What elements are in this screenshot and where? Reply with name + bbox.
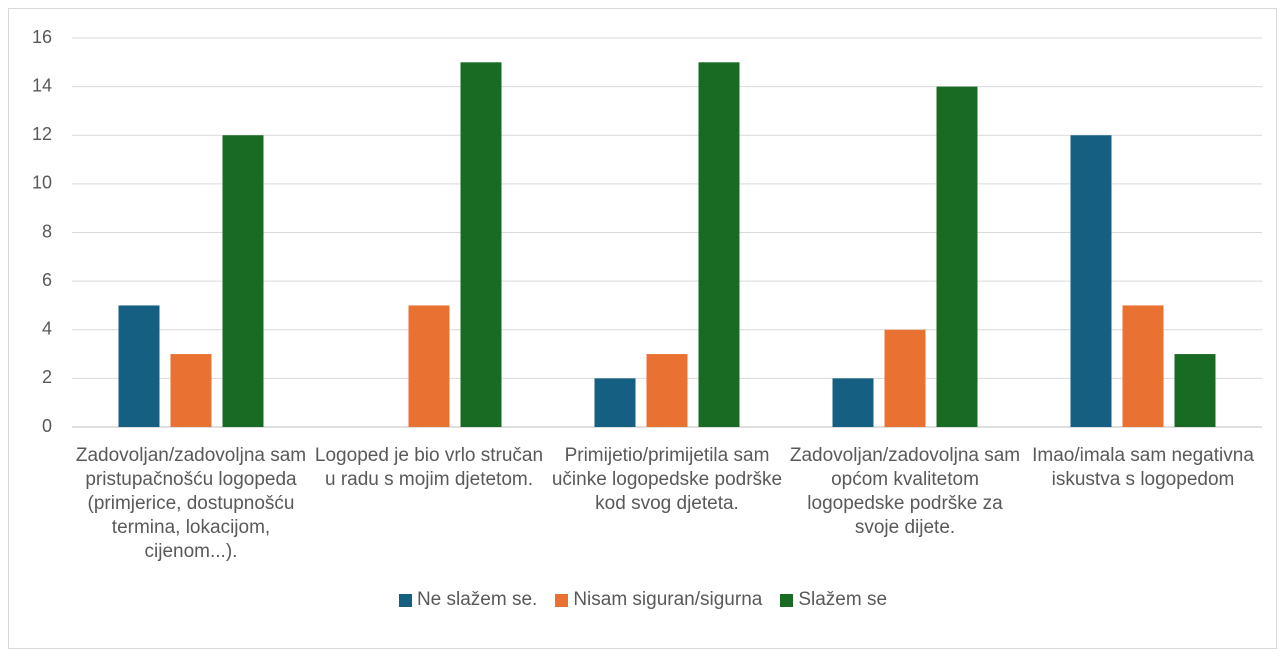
bar: [1174, 354, 1216, 427]
x-tick-label: Imao/imala sam negativna iskustva s logo…: [1032, 445, 1254, 490]
y-tick-label: 0: [42, 416, 52, 436]
bar: [884, 329, 926, 427]
bar: [222, 135, 264, 427]
chart-border: [8, 8, 1277, 649]
bar: [460, 62, 502, 427]
y-tick-label: 2: [42, 367, 52, 387]
bar: [698, 62, 740, 427]
legend-label: Nisam siguran/sigurna: [573, 589, 763, 610]
bar: [1122, 305, 1164, 427]
legend-label: Ne slažem se.: [416, 589, 538, 610]
x-tick-label: Logoped je bio vrlo stručan u radu s moj…: [314, 445, 544, 490]
bar: [408, 305, 450, 427]
bar: [170, 354, 212, 427]
legend-swatch: [398, 593, 412, 607]
legend-swatch: [780, 593, 794, 607]
x-tick-label: Primijetio/primijetila sam učinke logope…: [551, 445, 783, 514]
legend-item: Nisam siguran/sigurna: [555, 589, 762, 611]
y-tick-label: 12: [32, 124, 52, 144]
legend-swatch: [555, 593, 569, 607]
bar: [936, 86, 978, 427]
legend: Ne slažem se. Nisam siguran/sigurna Slažem…: [0, 589, 1286, 611]
legend-item: Slažem se: [780, 589, 887, 611]
bar: [118, 305, 160, 427]
x-tick-label: Zadovoljan/zadovoljna sam pristupačnošću…: [75, 445, 307, 562]
bar: [646, 354, 688, 427]
x-tick-label: Zadovoljan/zadovoljna sam općom kvalitet…: [789, 445, 1021, 538]
y-tick-label: 10: [32, 173, 52, 193]
bar: [1070, 135, 1112, 427]
y-tick-label: 4: [42, 319, 52, 339]
y-tick-label: 14: [32, 75, 52, 95]
bar: [594, 378, 636, 427]
legend-item: Ne slažem se.: [398, 589, 538, 611]
y-tick-label: 16: [32, 27, 52, 47]
bar: [832, 378, 874, 427]
y-tick-label: 8: [42, 221, 52, 241]
legend-label: Slažem se: [798, 589, 888, 610]
y-tick-label: 6: [42, 270, 52, 290]
